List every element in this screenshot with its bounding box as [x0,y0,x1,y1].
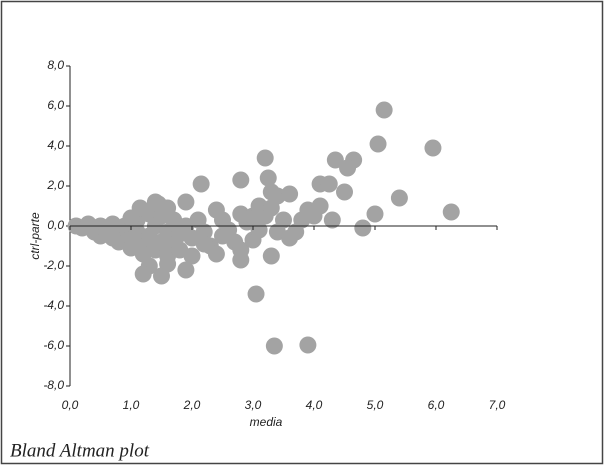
x-tick-label: 5,0 [367,398,384,412]
point [336,183,353,201]
point [259,169,277,187]
point [104,229,122,247]
point [195,235,213,253]
point [366,205,384,223]
y-tick-label: 8,0 [47,58,64,72]
point [134,265,152,283]
y-tick-label: 0,0 [47,218,64,232]
point [207,245,225,263]
point [281,185,299,203]
point [247,285,265,303]
y-tick-label: -8,0 [43,378,64,392]
y-tick-label: 6,0 [47,98,64,112]
y-tick-label: 2,0 [46,178,64,192]
point [320,175,338,193]
point [275,211,292,229]
point [177,261,195,279]
point [149,195,167,213]
point [131,199,149,217]
point [265,337,283,355]
caption: Bland Altman plot [10,440,150,461]
point [299,336,317,354]
y-axis-label: ctrl-parte [28,212,42,260]
point [311,197,329,215]
x-axis-label: media [250,415,283,429]
x-tick-label: 6,0 [428,398,445,412]
point [159,255,177,273]
x-tick-label: 2,0 [183,398,201,412]
point [339,159,357,177]
point [192,175,210,193]
point [262,247,280,265]
x-tick-label: 0,0 [62,398,79,412]
x-tick-label: 3,0 [245,398,262,412]
point [424,139,442,157]
point [232,251,250,269]
point [177,193,195,211]
point [183,247,201,265]
point [442,203,460,221]
point [195,223,213,241]
point [326,151,344,169]
x-tick-label: 1,0 [123,398,140,412]
point [232,171,250,189]
point [369,135,387,153]
point [256,149,274,167]
y-tick-label: -2,0 [43,258,64,272]
y-tick-label: -4,0 [43,298,64,312]
point [323,211,341,229]
point [375,101,393,119]
y-tick-label: 4,0 [47,138,64,152]
x-tick-label: 7,0 [489,398,506,412]
point [390,189,408,207]
point [354,219,372,237]
x-tick-label: 4,0 [306,398,323,412]
y-tick-label: -6,0 [43,338,64,352]
